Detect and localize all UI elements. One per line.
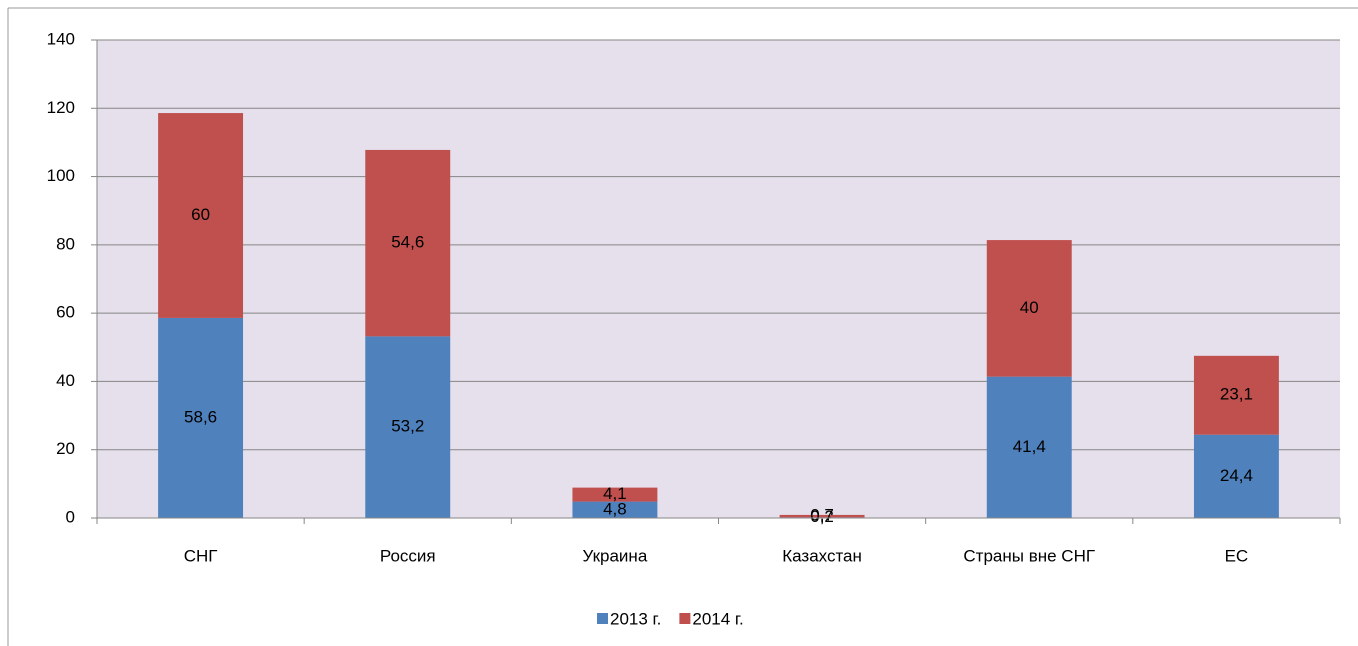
bar-segment	[779, 514, 865, 518]
y-tick-label: 80	[56, 234, 75, 253]
data-label: 53,2	[391, 417, 424, 436]
data-label: 4,8	[603, 499, 627, 518]
data-label: 24,4	[1220, 466, 1253, 485]
data-label: 41,4	[1013, 437, 1046, 456]
plot-area	[97, 40, 1340, 518]
y-tick-label: 40	[56, 371, 75, 390]
bar-segment	[365, 336, 451, 518]
y-tick-label: 140	[47, 29, 75, 48]
bar-segment	[158, 317, 244, 518]
x-tick-label: ЕС	[1225, 546, 1249, 565]
bar-segment	[986, 376, 1072, 518]
y-tick-label: 60	[56, 303, 75, 322]
data-label: 0,7	[810, 506, 834, 525]
y-tick-label: 0	[66, 507, 75, 526]
bar-segment	[572, 501, 658, 518]
data-label: 60	[191, 205, 210, 224]
bar-segment	[1193, 434, 1279, 518]
x-tick-label: Страны вне СНГ	[963, 546, 1095, 565]
bar-segment	[158, 113, 244, 318]
bar-segment	[986, 240, 1072, 377]
x-tick-label: Россия	[380, 546, 436, 565]
bar-segment	[365, 149, 451, 337]
legend-label: 2014 г.	[692, 609, 743, 628]
data-label: 40	[1020, 298, 1039, 317]
y-tick-label: 20	[56, 439, 75, 458]
legend-swatch	[597, 613, 608, 624]
x-tick-label: Украина	[583, 546, 648, 565]
bar-segment	[1193, 355, 1279, 435]
data-label: 54,6	[391, 233, 424, 252]
y-tick-label: 100	[47, 166, 75, 185]
data-label: 23,1	[1220, 385, 1253, 404]
x-tick-label: СНГ	[184, 546, 218, 565]
y-tick-label: 120	[47, 98, 75, 117]
data-label: 58,6	[184, 407, 217, 426]
bar-segment	[572, 487, 658, 502]
legend-label: 2013 г.	[610, 609, 661, 628]
data-label: 4,1	[603, 484, 627, 503]
legend-swatch	[679, 613, 691, 624]
x-tick-label: Казахстан	[782, 546, 862, 565]
